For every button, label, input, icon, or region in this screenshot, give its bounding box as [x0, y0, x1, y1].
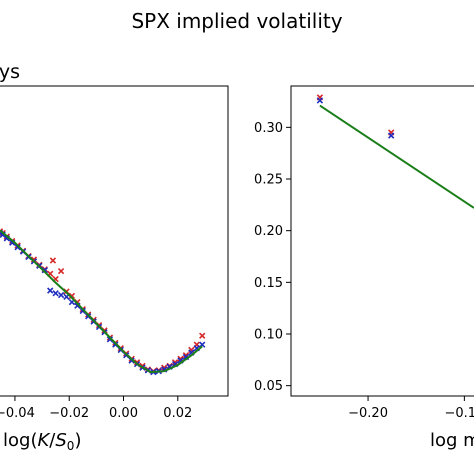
- left-plot-marks: [0, 228, 206, 376]
- data-point-blue: [388, 132, 395, 139]
- data-point-red: [177, 355, 184, 362]
- data-point-red: [49, 257, 57, 264]
- data-point-red: [199, 332, 206, 339]
- y-tick-label: 0.10: [254, 328, 283, 343]
- data-point-red: [68, 292, 76, 300]
- data-point-blue: [14, 244, 21, 251]
- y-tick-label: 0.05: [254, 379, 283, 394]
- left-axes-frame: [0, 85, 229, 397]
- right-axes-frame: [290, 85, 474, 397]
- right-y-ticks: 0.05 0.10 0.15 0.20 0.25 0.30: [254, 121, 291, 394]
- data-point-blue: [79, 307, 86, 315]
- data-point-red: [171, 359, 179, 366]
- left-x-ticks: −0.04 −0.02 0.00 0.02: [0, 396, 192, 421]
- left-panel-title: ys: [0, 61, 20, 83]
- fit-line-green: [0, 229, 203, 374]
- data-point-blue: [199, 341, 206, 348]
- figure-title: SPX implied volatility: [131, 9, 342, 33]
- right-x-axis-label: log m: [430, 430, 474, 451]
- left-panel: ys −0.04 −0.02 0.00 0.02 log(K/S0): [0, 61, 229, 453]
- data-point-blue: [316, 97, 324, 104]
- data-point-blue: [41, 267, 48, 274]
- data-point-red: [30, 256, 38, 263]
- x-tick-label: −0.04: [0, 406, 35, 421]
- data-point-blue: [57, 291, 65, 299]
- data-point-blue: [47, 287, 54, 294]
- right-panel: 0.05 0.10 0.15 0.20 0.25 0.30 −0.20 −0.15 log …: [254, 85, 474, 451]
- right-plot-marks: [316, 94, 474, 209]
- data-point-blue: [106, 336, 114, 343]
- data-point-blue: [52, 290, 59, 297]
- y-tick-label: 0.20: [254, 224, 283, 239]
- fit-line-green: [319, 104, 474, 209]
- y-tick-label: 0.30: [254, 121, 283, 136]
- y-tick-label: 0.25: [254, 173, 283, 188]
- x-tick-label: −0.15: [444, 406, 474, 421]
- data-point-red: [57, 267, 65, 275]
- x-tick-label: −0.02: [49, 406, 89, 421]
- left-x-axis-label: log(K/S0): [3, 430, 81, 453]
- x-tick-label: 0.02: [163, 406, 192, 421]
- y-tick-label: 0.15: [254, 276, 283, 291]
- x-tick-label: −0.20: [348, 406, 388, 421]
- x-tick-label: 0.00: [109, 406, 138, 421]
- right-x-ticks: −0.20 −0.15: [348, 396, 474, 421]
